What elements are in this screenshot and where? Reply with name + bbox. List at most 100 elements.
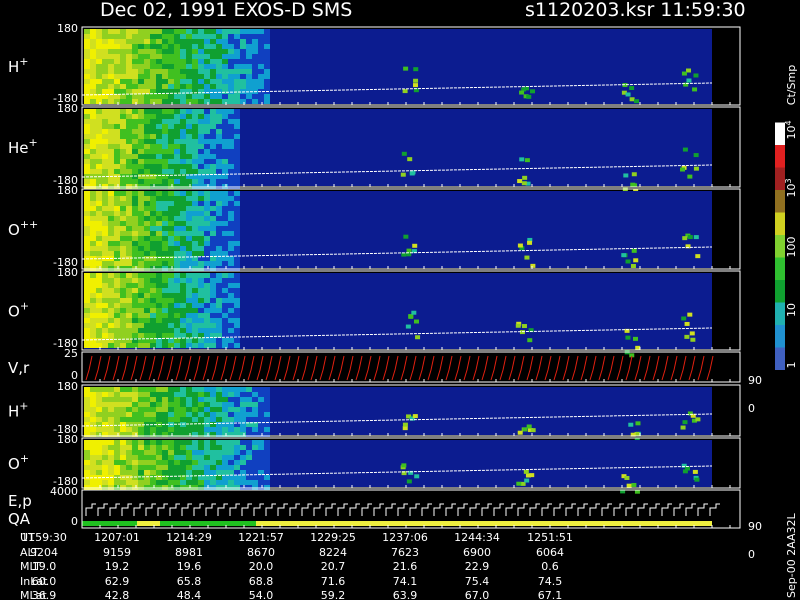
- spectrogram-cell: [84, 313, 90, 318]
- spectrogram-cell: [90, 261, 96, 266]
- spectrogram-cell: [222, 283, 228, 288]
- spectrogram-cell: [174, 402, 180, 407]
- spectrogram-cell: [144, 84, 150, 89]
- spectrogram-cell: [258, 450, 264, 455]
- spectrogram-cell: [162, 221, 168, 226]
- spectrogram-cell: [228, 303, 234, 308]
- spectrogram-cell: [150, 343, 156, 348]
- spectrogram-cell: [156, 318, 162, 323]
- spectrogram-cell: [120, 241, 126, 246]
- spectrogram-cell: [180, 144, 186, 149]
- spectrogram-cell: [144, 480, 150, 485]
- spectrogram-cell: [84, 89, 90, 94]
- spectrogram-cell: [168, 402, 174, 407]
- spectrogram-cell: [246, 407, 252, 412]
- spectrogram-cell: [222, 134, 228, 139]
- spectrogram-cell: [90, 139, 96, 144]
- spectrogram-cell: [234, 402, 240, 407]
- spectrogram-cell: [192, 44, 198, 49]
- spectrogram-cell: [216, 313, 222, 318]
- spectrogram-cell: [156, 450, 162, 455]
- spectrogram-cell: [222, 397, 228, 402]
- spectrogram-cell: [174, 144, 180, 149]
- spectrogram-cell: [222, 246, 228, 251]
- spectrogram-cell: [186, 427, 192, 432]
- spectrogram-cell: [210, 417, 216, 422]
- spectrogram-cell: [234, 44, 240, 49]
- spectrogram-cell: [120, 402, 126, 407]
- spectrogram-cell: [210, 231, 216, 236]
- spectrogram-cell: [204, 432, 210, 437]
- spectrogram-cell: [228, 465, 234, 470]
- spectrogram-cell: [108, 119, 114, 124]
- spectrogram-cell: [192, 407, 198, 412]
- panel-label: V,r: [8, 359, 30, 377]
- spectrogram-cell: [168, 343, 174, 348]
- spectrogram-cell: [174, 455, 180, 460]
- spectrogram-cell: [168, 231, 174, 236]
- spectrogram-cell: [174, 134, 180, 139]
- footer-value: 19.0: [32, 560, 57, 573]
- spectrogram-cell: [168, 74, 174, 79]
- spectrogram-cell: [120, 109, 126, 114]
- spectrogram-cell: [108, 59, 114, 64]
- spectrogram-cell: [174, 288, 180, 293]
- trace-line: [81, 327, 713, 341]
- panel-frame: [81, 437, 741, 489]
- spectrogram-cell: [630, 182, 636, 187]
- spectrogram-cell: [108, 201, 114, 206]
- spectrogram-cell: [216, 129, 222, 134]
- spectrogram-cell: [84, 241, 90, 246]
- spectrogram-cell: [174, 94, 180, 99]
- spectrogram-cell: [90, 79, 96, 84]
- spectrogram-cell: [168, 201, 174, 206]
- spectrogram-cell: [108, 74, 114, 79]
- spectrogram-cell: [144, 293, 150, 298]
- spectrogram-cell: [174, 298, 180, 303]
- spectrogram-cell: [524, 158, 530, 163]
- spectrogram-cell: [114, 241, 120, 246]
- spectrogram-cell: [162, 480, 168, 485]
- spectrogram-cell: [222, 206, 228, 211]
- spectrogram-cell: [186, 293, 192, 298]
- spectrogram-cell: [84, 119, 90, 124]
- spectrogram-cell: [258, 44, 264, 49]
- spectrogram-cell: [234, 94, 240, 99]
- spectrogram-cell: [186, 288, 192, 293]
- spectrogram-cell: [102, 328, 108, 333]
- spectrogram-cell: [174, 196, 180, 201]
- spectrogram-cell: [120, 298, 126, 303]
- spectrogram-cell: [120, 417, 126, 422]
- spectrogram-cell: [174, 29, 180, 34]
- spectrogram-cell: [102, 114, 108, 119]
- spectrogram-cell: [198, 211, 204, 216]
- spectrogram-cell: [120, 465, 126, 470]
- spectrogram-cell: [691, 418, 697, 423]
- spectrogram-cell: [138, 323, 144, 328]
- spectrogram-cell: [102, 308, 108, 313]
- spectrogram-cell: [138, 455, 144, 460]
- spectrogram-cell: [84, 387, 90, 392]
- spectrogram-cell: [192, 216, 198, 221]
- spectrogram-cell: [180, 149, 186, 154]
- spectrogram-cell: [264, 417, 270, 422]
- spectrogram-cell: [192, 392, 198, 397]
- colorbar-text: 100: [785, 237, 798, 258]
- spectrogram-cell: [264, 34, 270, 39]
- spectrogram-cell: [210, 196, 216, 201]
- spectrogram-cell: [234, 303, 240, 308]
- panel-label: H+: [8, 400, 29, 421]
- spectrogram-cell: [120, 179, 126, 184]
- spectrogram-cell: [620, 489, 626, 494]
- spectrogram-cell: [120, 69, 126, 74]
- spectrogram-cell: [240, 427, 246, 432]
- spectrogram-cell: [234, 49, 240, 54]
- spectrogram-cell: [84, 283, 90, 288]
- spectrogram-cell: [102, 283, 108, 288]
- spectrogram-cell: [258, 460, 264, 465]
- spectrogram-cell: [246, 392, 252, 397]
- spectrogram-cell: [108, 460, 114, 465]
- spectrogram-cell: [144, 34, 150, 39]
- spectrogram-cell: [682, 147, 688, 152]
- spectrogram-cell: [162, 450, 168, 455]
